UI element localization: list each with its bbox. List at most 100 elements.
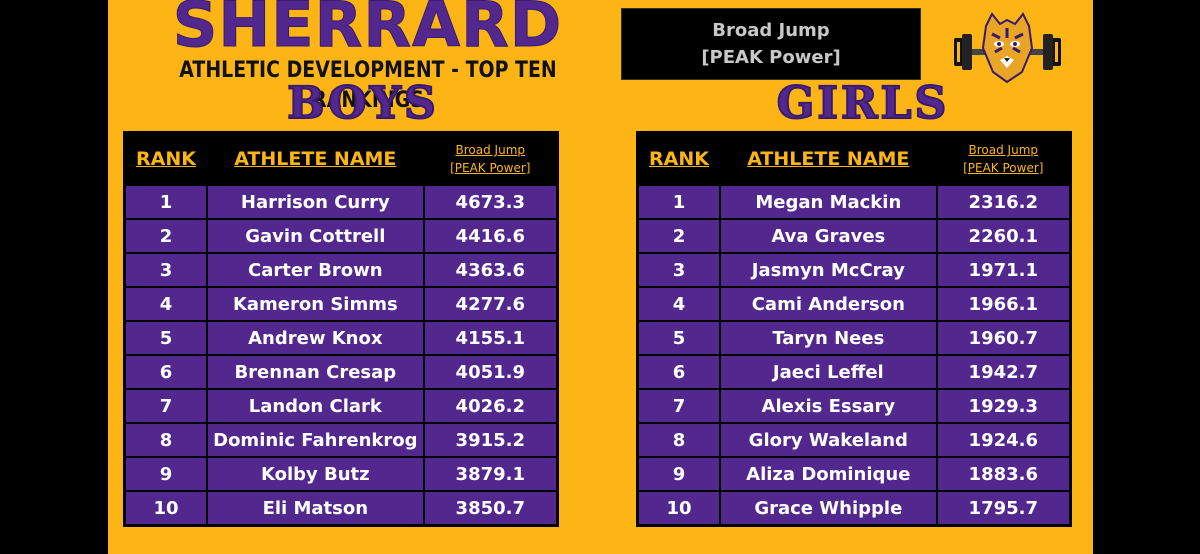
table-row: 5 Taryn Nees 1960.7 <box>636 320 1072 356</box>
table-row: 10 Eli Matson 3850.7 <box>123 490 559 527</box>
athlete-name-column-header: ATHLETE NAME <box>206 131 425 186</box>
event-metric: [PEAK Power] <box>701 47 841 68</box>
metric-value-cell: 4673.3 <box>422 184 559 220</box>
tiger-dumbbell-icon <box>950 8 1065 93</box>
rank-cell: 7 <box>123 388 209 424</box>
metric-value-cell: 2316.2 <box>935 184 1072 220</box>
metric-value-cell: 4277.6 <box>422 286 559 322</box>
athlete-name-cell: Landon Clark <box>206 388 425 424</box>
table-row: 7 Landon Clark 4026.2 <box>123 388 559 424</box>
girls-heading: GIRLS <box>776 78 950 129</box>
athlete-name-cell: Jasmyn McCray <box>719 252 938 288</box>
metric-value-cell: 4363.6 <box>422 252 559 288</box>
rank-cell: 8 <box>636 422 722 458</box>
rank-cell: 7 <box>636 388 722 424</box>
table-row: 10 Grace Whipple 1795.7 <box>636 490 1072 527</box>
athlete-name-cell: Aliza Dominique <box>719 456 938 492</box>
rank-cell: 5 <box>123 320 209 356</box>
metric-column-header: Broad Jump [PEAK Power] <box>422 131 559 186</box>
rank-cell: 9 <box>123 456 209 492</box>
rank-cell: 2 <box>636 218 722 254</box>
table-row: 3 Jasmyn McCray 1971.1 <box>636 252 1072 288</box>
metric-value-cell: 4051.9 <box>422 354 559 390</box>
athlete-name-cell: Dominic Fahrenkrog <box>206 422 425 458</box>
athlete-name-cell: Ava Graves <box>719 218 938 254</box>
athlete-name-cell: Megan Mackin <box>719 184 938 220</box>
rank-cell: 5 <box>636 320 722 356</box>
rank-column-header: RANK <box>123 131 209 186</box>
girls-rankings-table: RANK ATHLETE NAME Broad Jump [PEAK Power… <box>636 131 1072 527</box>
metric-value-cell: 1971.1 <box>935 252 1072 288</box>
athlete-name-cell: Harrison Curry <box>206 184 425 220</box>
boys-rankings-table: RANK ATHLETE NAME Broad Jump [PEAK Power… <box>123 131 559 527</box>
rank-cell: 9 <box>636 456 722 492</box>
athlete-name-cell: Brennan Cresap <box>206 354 425 390</box>
rank-cell: 10 <box>123 490 209 527</box>
metric-header-line1: Broad Jump <box>968 143 1039 157</box>
event-label-box: Broad Jump [PEAK Power] <box>621 8 921 80</box>
rank-cell: 2 <box>123 218 209 254</box>
metric-value-cell: 1966.1 <box>935 286 1072 322</box>
table-row: 4 Cami Anderson 1966.1 <box>636 286 1072 322</box>
metric-value-cell: 4026.2 <box>422 388 559 424</box>
metric-value-cell: 1924.6 <box>935 422 1072 458</box>
table-row: 3 Carter Brown 4363.6 <box>123 252 559 288</box>
athlete-name-cell: Kameron Simms <box>206 286 425 322</box>
table-row: 5 Andrew Knox 4155.1 <box>123 320 559 356</box>
boys-heading: BOYS <box>286 78 439 129</box>
metric-header-line2: [PEAK Power] <box>450 161 531 175</box>
rank-cell: 4 <box>123 286 209 322</box>
table-row: 1 Megan Mackin 2316.2 <box>636 184 1072 220</box>
metric-value-cell: 1883.6 <box>935 456 1072 492</box>
athlete-name-cell: Kolby Butz <box>206 456 425 492</box>
table-row: 7 Alexis Essary 1929.3 <box>636 388 1072 424</box>
rank-column-header: RANK <box>636 131 722 186</box>
table-row: 2 Ava Graves 2260.1 <box>636 218 1072 254</box>
athlete-name-cell: Cami Anderson <box>719 286 938 322</box>
metric-value-cell: 1795.7 <box>935 490 1072 527</box>
metric-value-cell: 3879.1 <box>422 456 559 492</box>
rank-cell: 3 <box>123 252 209 288</box>
rank-cell: 1 <box>636 184 722 220</box>
metric-header-line2: [PEAK Power] <box>963 161 1044 175</box>
athlete-name-cell: Jaeci Leffel <box>719 354 938 390</box>
event-name: Broad Jump <box>712 20 830 41</box>
rank-cell: 8 <box>123 422 209 458</box>
school-title: SHERRARD <box>172 0 563 61</box>
metric-value-cell: 1960.7 <box>935 320 1072 356</box>
athlete-name-cell: Andrew Knox <box>206 320 425 356</box>
metric-value-cell: 3850.7 <box>422 490 559 527</box>
table-row: 9 Kolby Butz 3879.1 <box>123 456 559 492</box>
table-row: 6 Jaeci Leffel 1942.7 <box>636 354 1072 390</box>
metric-value-cell: 4155.1 <box>422 320 559 356</box>
rank-cell: 10 <box>636 490 722 527</box>
rank-cell: 1 <box>123 184 209 220</box>
table-row: 8 Glory Wakeland 1924.6 <box>636 422 1072 458</box>
rank-cell: 3 <box>636 252 722 288</box>
rank-cell: 6 <box>636 354 722 390</box>
table-row: 8 Dominic Fahrenkrog 3915.2 <box>123 422 559 458</box>
athlete-name-cell: Eli Matson <box>206 490 425 527</box>
table-row: 6 Brennan Cresap 4051.9 <box>123 354 559 390</box>
metric-column-header: Broad Jump [PEAK Power] <box>935 131 1072 186</box>
athlete-name-cell: Glory Wakeland <box>719 422 938 458</box>
table-row: 2 Gavin Cottrell 4416.6 <box>123 218 559 254</box>
metric-value-cell: 1942.7 <box>935 354 1072 390</box>
rank-cell: 6 <box>123 354 209 390</box>
athlete-name-cell: Carter Brown <box>206 252 425 288</box>
table-header-row: RANK ATHLETE NAME Broad Jump [PEAK Power… <box>123 131 559 186</box>
metric-value-cell: 4416.6 <box>422 218 559 254</box>
athlete-name-cell: Gavin Cottrell <box>206 218 425 254</box>
table-header-row: RANK ATHLETE NAME Broad Jump [PEAK Power… <box>636 131 1072 186</box>
athlete-name-cell: Alexis Essary <box>719 388 938 424</box>
athlete-name-cell: Grace Whipple <box>719 490 938 527</box>
metric-value-cell: 3915.2 <box>422 422 559 458</box>
table-row: 9 Aliza Dominique 1883.6 <box>636 456 1072 492</box>
table-row: 1 Harrison Curry 4673.3 <box>123 184 559 220</box>
table-row: 4 Kameron Simms 4277.6 <box>123 286 559 322</box>
rank-cell: 4 <box>636 286 722 322</box>
metric-value-cell: 1929.3 <box>935 388 1072 424</box>
athlete-name-column-header: ATHLETE NAME <box>719 131 938 186</box>
athlete-name-cell: Taryn Nees <box>719 320 938 356</box>
metric-header-line1: Broad Jump <box>455 143 526 157</box>
